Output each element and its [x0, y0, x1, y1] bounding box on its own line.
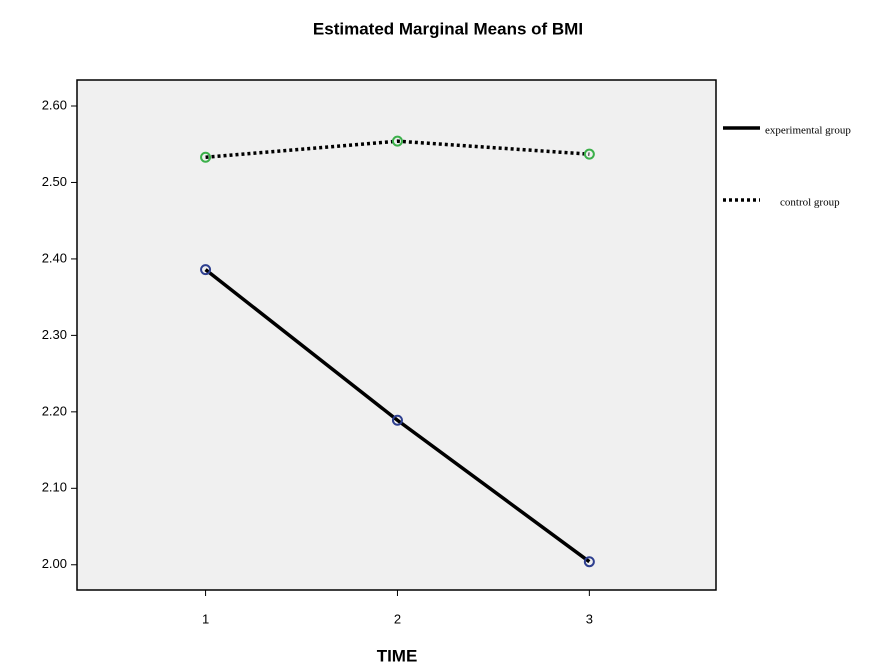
- y-tick-label: 2.40: [42, 250, 67, 265]
- x-tick-label: 2: [394, 611, 401, 626]
- y-tick-label: 2.00: [42, 556, 67, 571]
- x-tick-label: 1: [202, 611, 209, 626]
- y-tick-label: 2.10: [42, 480, 67, 495]
- page: {"chart_data": {"type": "line", "title":…: [0, 0, 877, 668]
- x-axis-label: TIME: [377, 646, 418, 665]
- y-tick-label: 2.60: [42, 97, 67, 112]
- y-tick-label: 2.30: [42, 327, 67, 342]
- legend-label: experimental group: [765, 125, 851, 137]
- plot-area: [77, 80, 716, 590]
- x-tick-label: 3: [586, 611, 593, 626]
- legend-label: control group: [780, 197, 840, 209]
- y-tick-label: 2.50: [42, 174, 67, 189]
- chart-title: Estimated Marginal Means of BMI: [313, 19, 583, 38]
- chart: Estimated Marginal Means of BMI TIME 2.0…: [0, 0, 877, 668]
- y-tick-label: 2.20: [42, 403, 67, 418]
